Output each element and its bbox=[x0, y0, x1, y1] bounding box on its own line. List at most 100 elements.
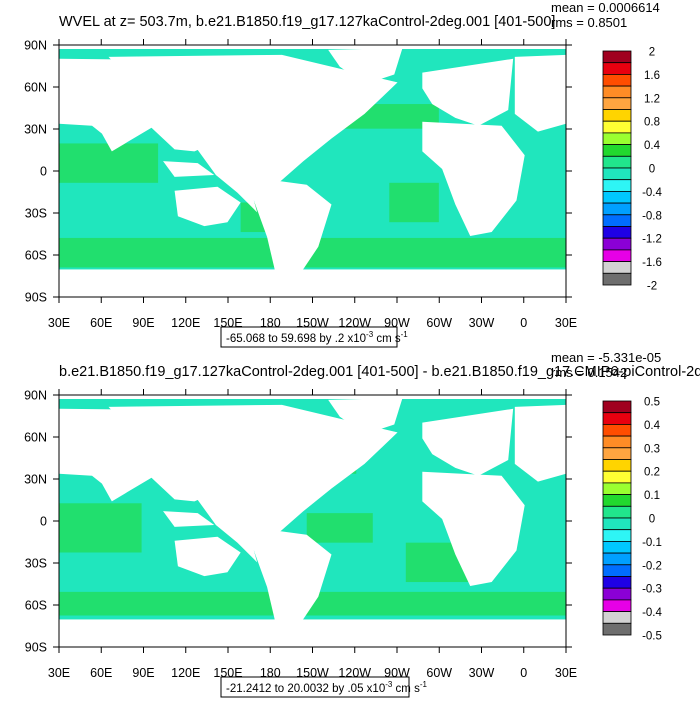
colorbar-label: 1.2 bbox=[644, 93, 660, 105]
anomaly-patch bbox=[306, 513, 373, 543]
colorbar-swatch bbox=[602, 167, 632, 181]
y-tick-label: 0 bbox=[40, 165, 47, 179]
colorbar-swatch bbox=[602, 611, 632, 624]
y-tick-label: 0 bbox=[40, 515, 47, 529]
x-tick-label: 180 bbox=[260, 316, 281, 330]
colorbar-swatch bbox=[602, 400, 632, 414]
chart-title: b.e21.B1850.f19_g17.127kaControl-2deg.00… bbox=[59, 364, 700, 380]
colorbar-label: 0.2 bbox=[644, 467, 660, 479]
x-tick-label: 30W bbox=[469, 666, 495, 680]
panel-1: WVEL at z= 503.7m, b.e21.B1850.f19_g17.1… bbox=[24, 0, 663, 348]
colorbar-swatch bbox=[602, 261, 632, 274]
mean-label: mean = -5.331e-05 bbox=[551, 350, 661, 365]
x-tick-label: 120W bbox=[338, 666, 371, 680]
colorbar-label: 0.1 bbox=[644, 490, 660, 502]
colorbar-swatch bbox=[602, 459, 632, 472]
colorbar-label: -1.2 bbox=[642, 234, 662, 246]
colorbar-swatch bbox=[602, 97, 632, 110]
y-tick-label: 30S bbox=[25, 557, 47, 571]
colorbar-swatch bbox=[602, 541, 632, 554]
y-tick-label: 60N bbox=[24, 81, 47, 95]
colorbar-swatch bbox=[602, 237, 632, 251]
colorbar-label: 0 bbox=[649, 164, 655, 176]
y-tick-label: 60N bbox=[24, 431, 47, 445]
colorbar-swatch bbox=[602, 249, 632, 262]
colorbar-label: -0.5 bbox=[642, 631, 662, 643]
colorbar-swatch bbox=[602, 62, 632, 75]
x-tick-label: 30E bbox=[555, 666, 577, 680]
x-tick-label: 90E bbox=[132, 666, 154, 680]
x-tick-label: 30E bbox=[48, 666, 70, 680]
panel-2: b.e21.B1850.f19_g17.127kaControl-2deg.00… bbox=[24, 350, 700, 698]
contour-range-label: -21.2412 to 20.0032 by .05 x10-3 cm s-1 bbox=[220, 676, 427, 698]
colorbar-swatch bbox=[602, 412, 632, 425]
colorbar-label: 0.8 bbox=[644, 117, 660, 129]
colorbar-label: -0.4 bbox=[642, 187, 662, 199]
x-tick-label: 60E bbox=[90, 316, 112, 330]
y-tick-label: 90S bbox=[25, 291, 47, 305]
anomaly-patch bbox=[389, 182, 439, 223]
colorbar-swatch bbox=[602, 214, 632, 227]
colorbar-label: 0.4 bbox=[644, 140, 661, 152]
colorbar-swatch bbox=[602, 190, 632, 204]
x-tick-label: 0 bbox=[520, 666, 527, 680]
mean-label: mean = 0.0006614 bbox=[551, 0, 660, 15]
chart-title: WVEL at z= 503.7m, b.e21.B1850.f19_g17.1… bbox=[59, 14, 555, 30]
colorbar-swatch bbox=[602, 179, 632, 192]
colorbar-label: 0.5 bbox=[644, 397, 660, 409]
x-tick-label: 60W bbox=[426, 666, 452, 680]
colorbar: 2 1.6 1.2 0.8 0.4 0 -0.4 -0.8 -1.2 -1.6 -2 bbox=[602, 47, 663, 293]
colorbar-label: -0.3 bbox=[642, 584, 662, 596]
contour-range-label: -65.068 to 59.698 by .2 x10-3 cm s-1 bbox=[220, 326, 408, 348]
x-tick-label: 120W bbox=[338, 316, 371, 330]
colorbar-label: 1.6 bbox=[644, 70, 660, 82]
colorbar-swatch bbox=[602, 435, 632, 449]
colorbar-swatch bbox=[602, 74, 632, 87]
colorbar-swatch bbox=[602, 202, 632, 216]
x-tick-label: 150W bbox=[296, 316, 329, 330]
x-tick-label: 150E bbox=[213, 666, 242, 680]
y-tick-label: 30S bbox=[25, 207, 47, 221]
colorbar-label: 0.3 bbox=[644, 443, 660, 455]
anomaly-patch bbox=[59, 143, 159, 183]
colorbar-label: 2 bbox=[649, 47, 655, 59]
colorbar-swatch bbox=[602, 120, 632, 134]
y-tick-label: 30N bbox=[24, 473, 47, 487]
colorbar-swatch bbox=[602, 517, 632, 531]
y-tick-label: 90S bbox=[25, 641, 47, 655]
range-text: -21.2412 to 20.0032 by .05 x10-3 cm s-1 bbox=[226, 680, 427, 695]
rms-label: rms = 0.8501 bbox=[551, 15, 627, 30]
colorbar-label: 0 bbox=[649, 514, 655, 526]
colorbar-swatch bbox=[602, 423, 632, 437]
colorbar-swatch bbox=[602, 482, 632, 495]
colorbar-label: -0.2 bbox=[642, 560, 662, 572]
colorbar: 0.5 0.4 0.3 0.2 0.1 0 -0.1 -0.2 -0.3 -0.4 -0.5 bbox=[602, 397, 663, 643]
x-tick-label: 150E bbox=[213, 316, 242, 330]
colorbar-swatch bbox=[602, 109, 632, 122]
colorbar-swatch bbox=[602, 552, 632, 566]
colorbar-swatch bbox=[602, 505, 632, 519]
x-tick-label: 30E bbox=[48, 316, 70, 330]
map bbox=[58, 394, 567, 649]
colorbar-label: -0.4 bbox=[642, 607, 662, 619]
x-tick-label: 150W bbox=[296, 666, 329, 680]
colorbar-swatch bbox=[602, 144, 632, 157]
x-tick-label: 30E bbox=[555, 316, 577, 330]
colorbar-swatch bbox=[602, 50, 632, 64]
y-tick-label: 60S bbox=[25, 599, 47, 613]
y-tick-label: 90N bbox=[24, 39, 47, 53]
map bbox=[58, 44, 567, 299]
colorbar-swatch bbox=[602, 470, 632, 484]
x-tick-label: 60E bbox=[90, 666, 112, 680]
y-tick-label: 30N bbox=[24, 123, 47, 137]
y-tick-label: 60S bbox=[25, 249, 47, 263]
x-tick-label: 180 bbox=[260, 666, 281, 680]
rms-label: rms = 0.1542 bbox=[551, 365, 627, 380]
range-box bbox=[220, 676, 410, 698]
colorbar-label: -0.1 bbox=[642, 537, 662, 549]
colorbar-swatch bbox=[602, 447, 632, 460]
colorbar-label: -0.8 bbox=[642, 210, 662, 222]
colorbar-swatch bbox=[602, 564, 632, 577]
colorbar-swatch bbox=[602, 587, 632, 601]
x-tick-label: 90E bbox=[132, 316, 154, 330]
